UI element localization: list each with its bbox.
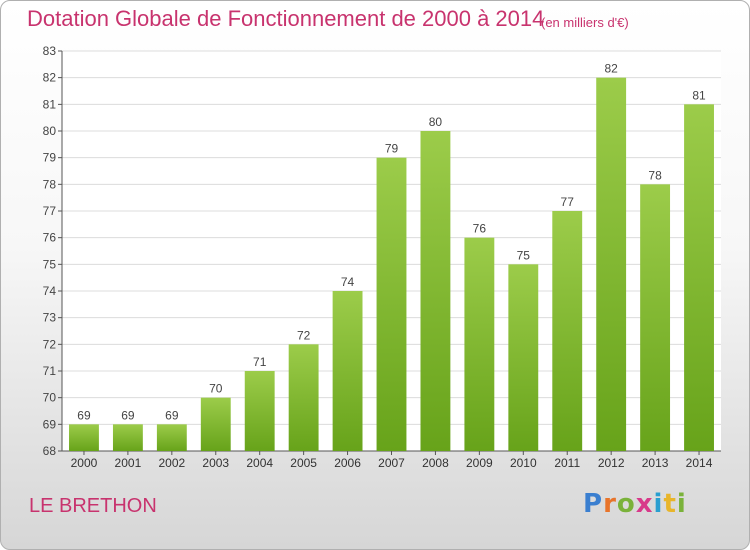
y-tick-label: 74 bbox=[43, 284, 57, 298]
data-label: 69 bbox=[77, 408, 91, 422]
data-label: 70 bbox=[209, 382, 223, 396]
logo-letter: i bbox=[676, 489, 687, 519]
logo-letter: i bbox=[653, 489, 664, 519]
x-tick-label: 2006 bbox=[334, 456, 361, 470]
data-label: 78 bbox=[648, 168, 662, 182]
bar bbox=[112, 424, 143, 451]
y-tick-label: 83 bbox=[43, 44, 57, 58]
y-tick-label: 72 bbox=[43, 337, 57, 351]
data-label: 69 bbox=[121, 408, 135, 422]
x-tick-label: 2001 bbox=[115, 456, 142, 470]
x-tick-label: 2012 bbox=[598, 456, 625, 470]
data-label: 77 bbox=[561, 195, 575, 209]
x-tick-label: 2014 bbox=[686, 456, 713, 470]
bar bbox=[552, 211, 583, 451]
x-tick-label: 2003 bbox=[202, 456, 229, 470]
proxiti-logo: Proxiti bbox=[583, 489, 687, 519]
bar bbox=[508, 264, 539, 451]
x-tick-label: 2000 bbox=[71, 456, 98, 470]
y-tick-label: 76 bbox=[43, 231, 57, 245]
data-label: 71 bbox=[253, 355, 267, 369]
data-label: 82 bbox=[604, 62, 618, 76]
bar bbox=[332, 291, 363, 451]
y-tick-label: 79 bbox=[43, 151, 57, 165]
x-tick-label: 2002 bbox=[158, 456, 185, 470]
chart-subtitle: (en milliers d'€) bbox=[541, 15, 629, 30]
data-label: 80 bbox=[429, 115, 443, 129]
chart-title: Dotation Globale de Fonctionnement de 20… bbox=[27, 6, 545, 31]
bar bbox=[156, 424, 187, 451]
y-tick-label: 73 bbox=[43, 311, 57, 325]
bar bbox=[200, 397, 231, 451]
x-tick-label: 2005 bbox=[290, 456, 317, 470]
x-tick-label: 2008 bbox=[422, 456, 449, 470]
bar bbox=[244, 371, 275, 451]
x-tick-label: 2010 bbox=[510, 456, 537, 470]
y-tick-label: 68 bbox=[43, 444, 57, 458]
bar bbox=[684, 104, 714, 451]
y-tick-label: 69 bbox=[43, 417, 57, 431]
logo-letter: r bbox=[603, 489, 617, 519]
bar bbox=[464, 237, 495, 451]
bar bbox=[376, 157, 407, 451]
logo-letter: P bbox=[583, 489, 604, 519]
x-tick-label: 2004 bbox=[246, 456, 273, 470]
x-tick-label: 2007 bbox=[378, 456, 405, 470]
bar bbox=[69, 424, 99, 451]
commune-name: LE BRETHON bbox=[29, 495, 157, 517]
y-tick-label: 70 bbox=[43, 391, 57, 405]
y-tick-label: 82 bbox=[43, 71, 57, 85]
y-tick-label: 77 bbox=[43, 204, 57, 218]
logo-letter: x bbox=[635, 489, 654, 519]
data-label: 76 bbox=[473, 222, 487, 236]
x-tick-label: 2013 bbox=[642, 456, 669, 470]
logo-letter: t bbox=[663, 489, 677, 519]
data-label: 69 bbox=[165, 408, 179, 422]
bar bbox=[640, 184, 671, 452]
y-tick-label: 78 bbox=[43, 177, 57, 191]
y-tick-label: 75 bbox=[43, 257, 57, 271]
bar bbox=[596, 77, 627, 452]
data-label: 74 bbox=[341, 275, 355, 289]
data-label: 72 bbox=[297, 328, 311, 342]
bar bbox=[288, 344, 319, 451]
x-tick-label: 2011 bbox=[554, 456, 580, 470]
y-tick-label: 81 bbox=[43, 97, 57, 111]
y-tick-label: 80 bbox=[43, 124, 57, 138]
x-tick-label: 2009 bbox=[466, 456, 493, 470]
data-label: 79 bbox=[385, 142, 399, 156]
logo-letter: o bbox=[616, 489, 636, 519]
data-label: 75 bbox=[517, 248, 531, 262]
y-tick-label: 71 bbox=[43, 364, 57, 378]
bar bbox=[420, 131, 451, 451]
data-label: 81 bbox=[692, 88, 706, 102]
